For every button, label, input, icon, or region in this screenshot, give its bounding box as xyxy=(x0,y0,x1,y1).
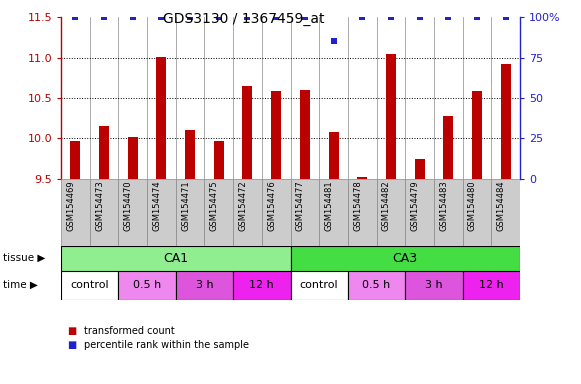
Bar xyxy=(492,179,520,246)
Bar xyxy=(262,179,290,246)
Bar xyxy=(319,179,348,246)
Text: GSM154475: GSM154475 xyxy=(210,180,219,231)
Bar xyxy=(472,91,482,179)
Text: percentile rank within the sample: percentile rank within the sample xyxy=(84,339,249,350)
Bar xyxy=(214,141,224,179)
Bar xyxy=(89,179,119,246)
Text: control: control xyxy=(70,280,109,290)
Bar xyxy=(290,271,348,300)
Text: 12 h: 12 h xyxy=(479,280,504,290)
Point xyxy=(501,14,510,20)
Bar xyxy=(147,179,175,246)
Bar xyxy=(443,116,453,179)
Bar xyxy=(119,271,175,300)
Text: time ▶: time ▶ xyxy=(3,280,38,290)
Text: GSM154483: GSM154483 xyxy=(439,180,449,231)
Point xyxy=(357,14,367,20)
Bar xyxy=(300,90,310,179)
Bar xyxy=(501,64,511,179)
Bar xyxy=(119,179,147,246)
Bar xyxy=(376,179,406,246)
Point xyxy=(214,14,224,20)
Point xyxy=(71,14,80,20)
Bar xyxy=(242,86,253,179)
Bar xyxy=(175,179,205,246)
Text: GSM154479: GSM154479 xyxy=(411,180,419,231)
Bar xyxy=(434,179,462,246)
Point xyxy=(472,14,482,20)
Point xyxy=(300,14,310,20)
Text: ■: ■ xyxy=(67,339,76,350)
Bar xyxy=(348,179,376,246)
Bar xyxy=(290,246,520,271)
Text: ■: ■ xyxy=(67,326,76,336)
Bar xyxy=(233,271,290,300)
Text: GSM154484: GSM154484 xyxy=(497,180,505,231)
Bar xyxy=(205,179,233,246)
Text: GSM154480: GSM154480 xyxy=(468,180,477,231)
Bar xyxy=(233,179,262,246)
Bar xyxy=(128,137,138,179)
Bar xyxy=(348,271,405,300)
Point xyxy=(415,14,424,20)
Text: 0.5 h: 0.5 h xyxy=(363,280,390,290)
Text: 3 h: 3 h xyxy=(196,280,213,290)
Bar xyxy=(99,126,109,179)
Text: GSM154477: GSM154477 xyxy=(296,180,305,231)
Text: transformed count: transformed count xyxy=(84,326,175,336)
Text: CA1: CA1 xyxy=(163,252,188,265)
Text: GSM154478: GSM154478 xyxy=(353,180,362,231)
Text: 0.5 h: 0.5 h xyxy=(133,280,161,290)
Point xyxy=(444,14,453,20)
Bar xyxy=(415,159,425,179)
Bar xyxy=(61,179,89,246)
Text: control: control xyxy=(300,280,339,290)
Text: 3 h: 3 h xyxy=(425,280,443,290)
Bar xyxy=(61,246,290,271)
Text: GSM154469: GSM154469 xyxy=(66,180,76,231)
Text: GSM154474: GSM154474 xyxy=(152,180,162,231)
Text: 12 h: 12 h xyxy=(249,280,274,290)
Bar xyxy=(462,179,492,246)
Text: GSM154481: GSM154481 xyxy=(325,180,333,231)
Point xyxy=(185,14,195,20)
Bar xyxy=(406,271,462,300)
Point xyxy=(99,14,109,20)
Text: GSM154471: GSM154471 xyxy=(181,180,190,231)
Bar xyxy=(328,132,339,179)
Bar xyxy=(70,141,80,179)
Bar xyxy=(462,271,520,300)
Bar xyxy=(156,57,166,179)
Bar xyxy=(185,130,195,179)
Text: GSM154470: GSM154470 xyxy=(124,180,132,231)
Point xyxy=(157,14,166,20)
Bar xyxy=(271,91,281,179)
Bar xyxy=(175,271,233,300)
Text: tissue ▶: tissue ▶ xyxy=(3,253,45,263)
Bar xyxy=(357,177,367,179)
Point xyxy=(386,14,396,20)
Text: GSM154473: GSM154473 xyxy=(95,180,104,231)
Text: GDS3130 / 1367459_at: GDS3130 / 1367459_at xyxy=(163,12,325,25)
Point xyxy=(128,14,137,20)
Text: GSM154472: GSM154472 xyxy=(238,180,248,231)
Bar xyxy=(61,271,119,300)
Point xyxy=(329,38,338,45)
Bar xyxy=(386,55,396,179)
Point xyxy=(243,14,252,20)
Text: GSM154476: GSM154476 xyxy=(267,180,276,231)
Bar xyxy=(406,179,434,246)
Point xyxy=(271,14,281,20)
Text: GSM154482: GSM154482 xyxy=(382,180,391,231)
Text: CA3: CA3 xyxy=(393,252,418,265)
Bar xyxy=(290,179,319,246)
